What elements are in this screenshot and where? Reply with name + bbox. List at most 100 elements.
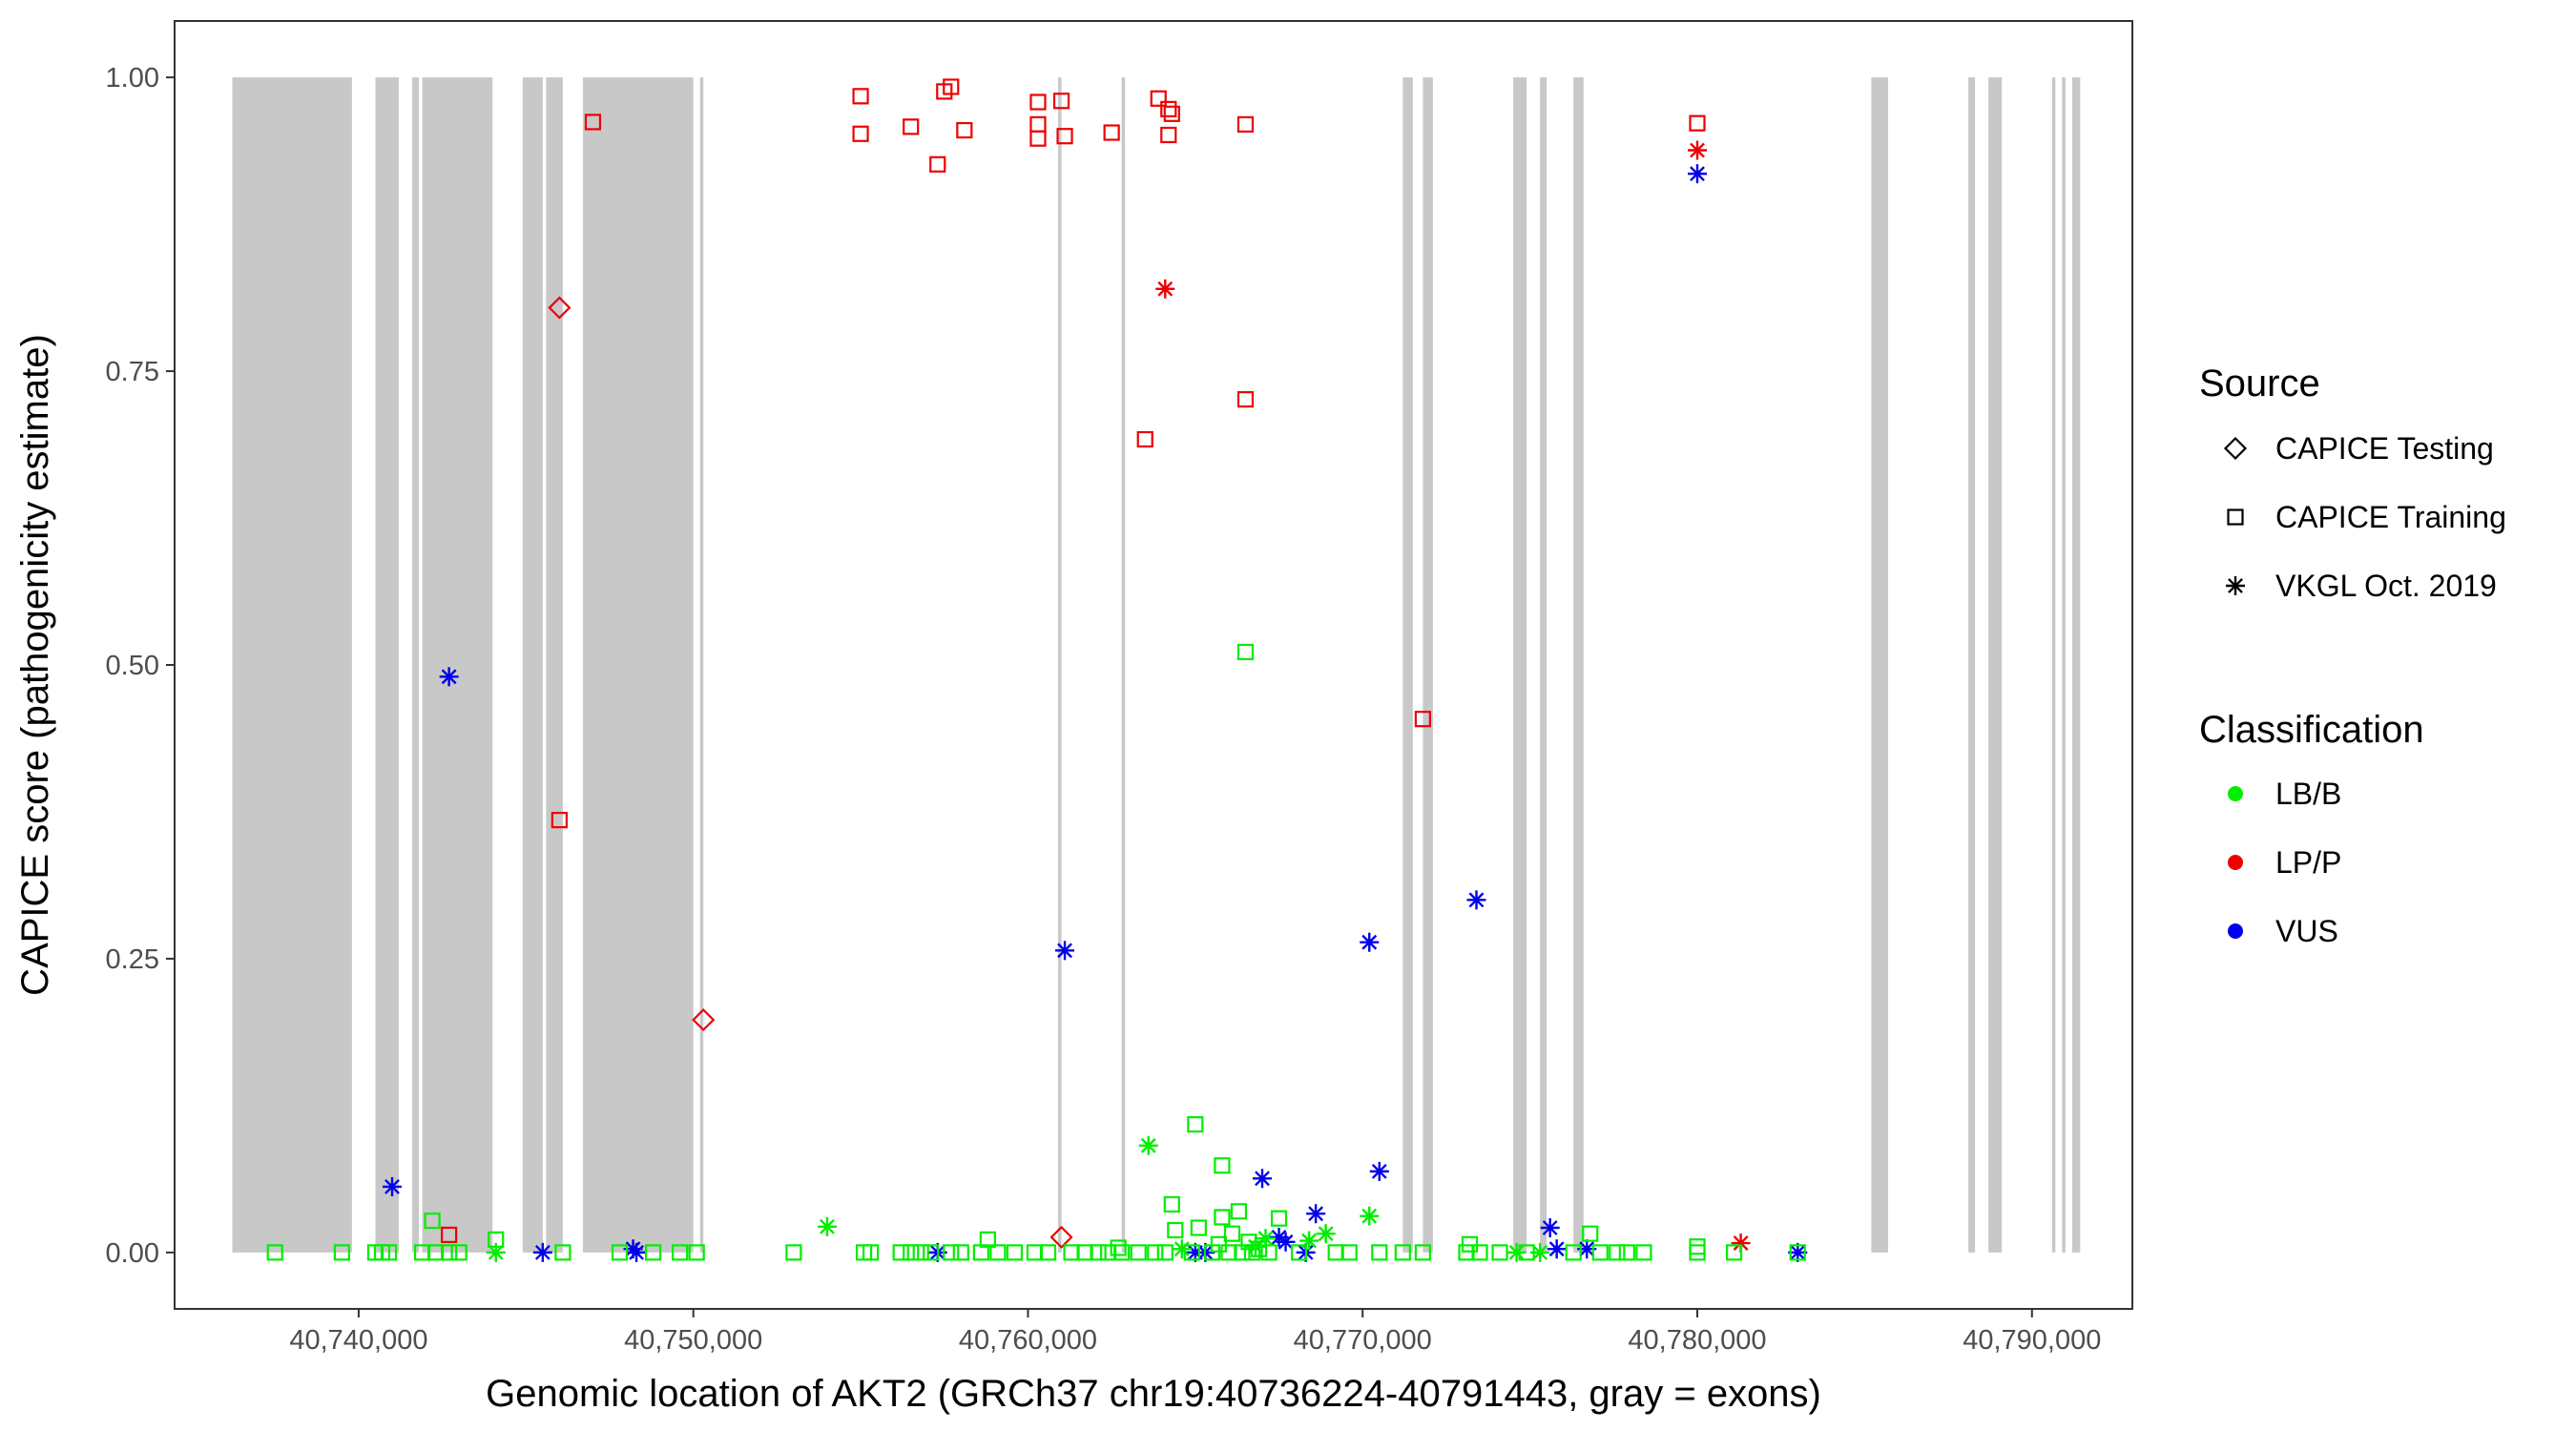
x-tick-label: 40,750,000 [624, 1325, 762, 1356]
exon-band [1540, 77, 1548, 1253]
x-tick-label: 40,760,000 [959, 1325, 1097, 1356]
legend-classification-items: LB/B LP/P VUS [2228, 777, 2341, 948]
exon-band [1402, 77, 1413, 1253]
point-square-lp-p [1160, 100, 1177, 117]
point-asterisk-lp-p [1688, 140, 1707, 160]
point-square-lb-b [1187, 1116, 1204, 1133]
point-square-lb-b [1565, 1244, 1582, 1261]
legend-source-label: CAPICE Testing [2275, 431, 2494, 466]
point-asterisk-vus [383, 1176, 402, 1196]
point-square-lb-b [912, 1244, 929, 1261]
exon-band [582, 77, 694, 1253]
point-square-lb-b [1458, 1244, 1475, 1261]
point-square-lp-p [551, 811, 568, 829]
point-square-lb-b [1223, 1225, 1241, 1242]
point-square-lb-b [611, 1244, 629, 1261]
point-asterisk-vus [532, 1242, 552, 1262]
point-square-lb-b [1230, 1203, 1248, 1220]
point-square-lb-b [1236, 643, 1255, 661]
point-square-lb-b [952, 1244, 969, 1261]
point-square-lb-b [1026, 1244, 1044, 1261]
y-tick-label: 0.00 [106, 1238, 159, 1269]
point-square-lp-p [1052, 93, 1070, 110]
x-tick-label: 40,790,000 [1963, 1325, 2101, 1356]
point-asterisk-vus [627, 1242, 647, 1262]
point-square-lb-b [989, 1244, 1007, 1261]
point-square-lb-b [1076, 1244, 1093, 1261]
y-tick-label: 0.75 [106, 357, 159, 387]
y-tick-label: 1.00 [106, 63, 159, 93]
point-asterisk-lb-b [818, 1216, 837, 1236]
point-square-lp-p [1236, 391, 1255, 408]
point-square-lb-b [1234, 1244, 1251, 1261]
point-square-lb-b [1167, 1221, 1184, 1239]
point-square-lb-b [862, 1244, 880, 1261]
exon-band [699, 77, 704, 1253]
legend-source-title: Source [2199, 363, 2320, 404]
point-asterisk-vus [1688, 164, 1707, 184]
point-square-lb-b [1618, 1244, 1635, 1261]
legend-source-items: CAPICE Testing CAPICE Training VKGL Oct. 2… [2223, 431, 2506, 603]
point-asterisk-vus [1276, 1232, 1296, 1252]
point-square-lb-b [785, 1244, 802, 1261]
point-square-lb-b [644, 1244, 662, 1261]
point-square-lp-p [584, 114, 602, 131]
point-diamond-lp-p [692, 1007, 716, 1032]
point-square-lb-b [892, 1244, 909, 1261]
point-square-lp-p [852, 88, 869, 105]
point-asterisk-vus [1253, 1169, 1272, 1189]
point-diamond-lp-p [1049, 1225, 1073, 1249]
point-square-lb-b [1471, 1244, 1488, 1261]
point-square-lb-b [1789, 1244, 1806, 1261]
point-square-lb-b [1203, 1244, 1220, 1261]
point-asterisk-vus [1466, 890, 1486, 910]
point-square-lp-p [852, 125, 869, 142]
point-asterisk-vus [1055, 941, 1075, 961]
point-square-lb-b [1609, 1244, 1626, 1261]
point-square-lp-p [943, 78, 960, 95]
point-asterisk-vus [1369, 1161, 1389, 1181]
point-asterisk-lb-b [1360, 1206, 1380, 1226]
point-square-lp-p [441, 1226, 458, 1243]
point-square-lb-b [488, 1231, 505, 1248]
point-square-lp-p [1150, 90, 1167, 107]
point-square-lb-b [1340, 1244, 1358, 1261]
point-square-lb-b [333, 1244, 350, 1261]
point-square-lb-b [1220, 1244, 1237, 1261]
point-square-lb-b [380, 1244, 398, 1261]
point-asterisk-vus [1540, 1218, 1560, 1238]
legend-key-color [2228, 923, 2243, 939]
point-square-lb-b [1214, 1209, 1231, 1226]
exon-band [1871, 77, 1888, 1253]
x-axis-title: Genomic location of AKT2 (GRCh37 chr19:4… [486, 1373, 1821, 1415]
point-square-lb-b [1518, 1244, 1535, 1261]
exon-band [1058, 77, 1062, 1253]
point-square-lb-b [1243, 1244, 1261, 1261]
point-square-lp-p [1029, 115, 1047, 133]
point-square-lb-b [1394, 1244, 1411, 1261]
point-square-lp-p [929, 156, 946, 173]
point-square-lb-b [1090, 1244, 1107, 1261]
exon-band [232, 77, 352, 1253]
point-square-lb-b [688, 1244, 705, 1261]
point-asterisk-lb-b [1316, 1224, 1336, 1244]
exon-bands [232, 77, 2081, 1253]
legend: Source CAPICE Testing CAPICE Training VKGL… [2199, 363, 2506, 948]
point-square-lp-p [1136, 430, 1153, 448]
point-square-lb-b [441, 1244, 458, 1261]
point-asterisk-vus [1360, 932, 1380, 952]
exon-band [1121, 77, 1126, 1253]
y-tick-label: 0.25 [106, 944, 159, 975]
point-square-lb-b [1689, 1238, 1706, 1255]
point-square-lb-b [1006, 1244, 1024, 1261]
point-square-lb-b [1635, 1244, 1652, 1261]
point-square-lb-b [266, 1244, 283, 1261]
exon-band [1513, 77, 1527, 1253]
point-square-lb-b [1156, 1244, 1174, 1261]
exon-band [375, 77, 400, 1253]
legend-key-color [2228, 855, 2243, 870]
point-square-lb-b [1100, 1244, 1117, 1261]
exon-band [2062, 77, 2066, 1253]
point-asterisk-lb-b [1172, 1239, 1192, 1259]
